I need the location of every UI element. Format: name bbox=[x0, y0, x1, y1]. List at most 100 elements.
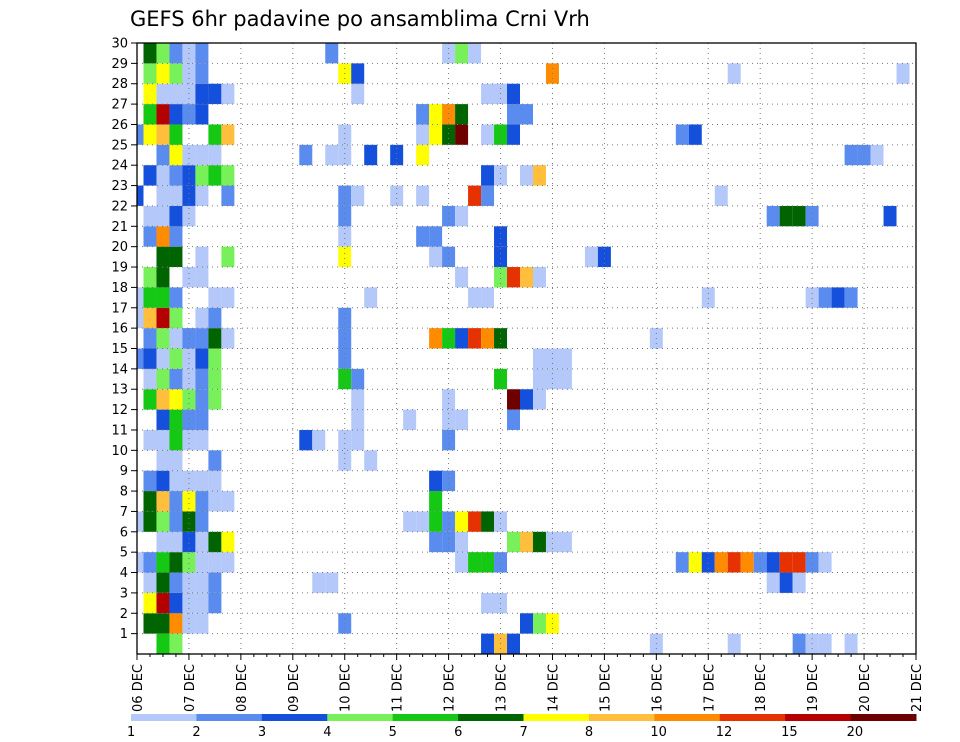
heatmap-cell bbox=[403, 409, 417, 430]
colorbar-legend: 1 2 3 4 5 6 7 8 10 12 15 20 bbox=[127, 714, 917, 740]
heatmap-cell bbox=[195, 592, 209, 614]
heatmap-cell bbox=[468, 328, 482, 349]
heatmap-cell bbox=[182, 572, 196, 593]
heatmap-cell bbox=[143, 592, 157, 614]
y-tick-label: 16 bbox=[111, 322, 128, 337]
y-tick-label: 6 bbox=[120, 525, 128, 540]
heatmap-cell bbox=[195, 409, 209, 430]
heatmap-cell bbox=[182, 429, 196, 451]
x-tick-label: 20 DEC bbox=[858, 664, 873, 712]
heatmap-cell bbox=[156, 124, 170, 145]
colorbar-segment bbox=[196, 714, 263, 721]
y-tick-label: 18 bbox=[111, 281, 128, 296]
heatmap-cell bbox=[442, 531, 456, 553]
heatmap-cell bbox=[481, 83, 495, 105]
heatmap-cell bbox=[208, 368, 222, 390]
heatmap-cell bbox=[338, 124, 352, 145]
x-tick-label: 08 DEC bbox=[235, 664, 250, 712]
heatmap-cell bbox=[169, 246, 183, 268]
heatmap-cell bbox=[416, 185, 430, 206]
heatmap-cell bbox=[143, 552, 157, 573]
heatmap-cell bbox=[481, 633, 495, 654]
heatmap-cell bbox=[507, 409, 521, 430]
colorbar-segment bbox=[785, 714, 852, 721]
y-tick-label: 1 bbox=[120, 627, 128, 642]
colorbar-label: 6 bbox=[454, 725, 462, 740]
x-tick-label: 16 DEC bbox=[650, 664, 665, 712]
heatmap-cell bbox=[182, 491, 196, 512]
heatmap-cell bbox=[156, 185, 170, 206]
heatmap-cell bbox=[156, 491, 170, 512]
heatmap-cell bbox=[416, 104, 430, 125]
heatmap-cell bbox=[195, 531, 209, 553]
heatmap-cell bbox=[507, 83, 521, 105]
heatmap-cell bbox=[766, 205, 780, 227]
heatmap-cell bbox=[208, 83, 222, 105]
heatmap-cell bbox=[143, 124, 157, 145]
heatmap-cell bbox=[507, 531, 521, 553]
colorbar-segment bbox=[131, 714, 197, 721]
heatmap-cell bbox=[351, 83, 365, 105]
heatmap-cell bbox=[442, 511, 456, 532]
x-tick-label: 07 DEC bbox=[183, 664, 198, 712]
heatmap-cell bbox=[481, 124, 495, 145]
heatmap-cell bbox=[818, 287, 832, 308]
heatmap-cell bbox=[545, 531, 559, 553]
heatmap-cell bbox=[221, 491, 235, 512]
heatmap-cell bbox=[195, 572, 209, 593]
heatmap-cell bbox=[403, 511, 417, 532]
x-tick-label: 17 DEC bbox=[702, 664, 717, 712]
heatmap-cell bbox=[455, 531, 469, 553]
y-tick-label: 12 bbox=[111, 403, 128, 418]
heatmap-cell bbox=[156, 409, 170, 430]
heatmap-cell bbox=[143, 572, 157, 593]
heatmap-cell bbox=[169, 429, 183, 451]
heatmap-cell bbox=[169, 185, 183, 206]
heatmap-cell bbox=[468, 287, 482, 308]
y-tick-label: 24 bbox=[111, 159, 128, 174]
heatmap-cell bbox=[494, 267, 508, 288]
heatmap-cell bbox=[169, 328, 183, 349]
heatmap-cell bbox=[338, 450, 352, 471]
heatmap-cell bbox=[442, 389, 456, 410]
heatmap-cell bbox=[870, 144, 884, 166]
heatmap-cell bbox=[208, 592, 222, 614]
y-tick-label: 9 bbox=[120, 464, 128, 479]
heatmap-cell bbox=[442, 470, 456, 492]
y-tick-label: 19 bbox=[111, 261, 128, 276]
heatmap-cell bbox=[156, 368, 170, 390]
heatmap-cell bbox=[455, 267, 469, 288]
y-tick-label: 30 bbox=[111, 37, 128, 52]
heatmap-cell bbox=[481, 287, 495, 308]
heatmap-cell bbox=[182, 511, 196, 532]
heatmap-cell bbox=[844, 144, 858, 166]
heatmap-cell bbox=[481, 185, 495, 206]
colorbar-segment bbox=[719, 714, 786, 721]
heatmap-cell bbox=[143, 328, 157, 349]
heatmap-cell bbox=[182, 205, 196, 227]
heatmap-cell bbox=[137, 511, 144, 532]
heatmap-cell bbox=[727, 552, 741, 573]
colorbar-segment bbox=[458, 714, 524, 721]
heatmap-cell bbox=[740, 552, 754, 573]
heatmap-cell bbox=[896, 63, 910, 84]
heatmap-cell bbox=[442, 409, 456, 430]
heatmap-cell bbox=[169, 491, 183, 512]
heatmap-cell bbox=[195, 104, 209, 125]
heatmap-cell bbox=[351, 429, 365, 451]
heatmap-cell bbox=[221, 328, 235, 349]
heatmap-cell bbox=[143, 63, 157, 84]
heatmap-cell bbox=[727, 63, 741, 84]
heatmap-cell bbox=[338, 226, 352, 247]
heatmap-cell bbox=[169, 348, 183, 369]
colorbar-segment bbox=[850, 714, 917, 721]
heatmap-cell bbox=[442, 104, 456, 125]
heatmap-cell bbox=[156, 389, 170, 410]
heatmap-cell bbox=[857, 144, 871, 166]
heatmap-cell bbox=[753, 552, 767, 573]
heatmap-cell bbox=[792, 572, 806, 593]
y-tick-label: 29 bbox=[111, 57, 128, 72]
heatmap-cell bbox=[143, 429, 157, 451]
y-tick-label: 7 bbox=[120, 505, 128, 520]
y-tick-label: 26 bbox=[111, 118, 128, 133]
